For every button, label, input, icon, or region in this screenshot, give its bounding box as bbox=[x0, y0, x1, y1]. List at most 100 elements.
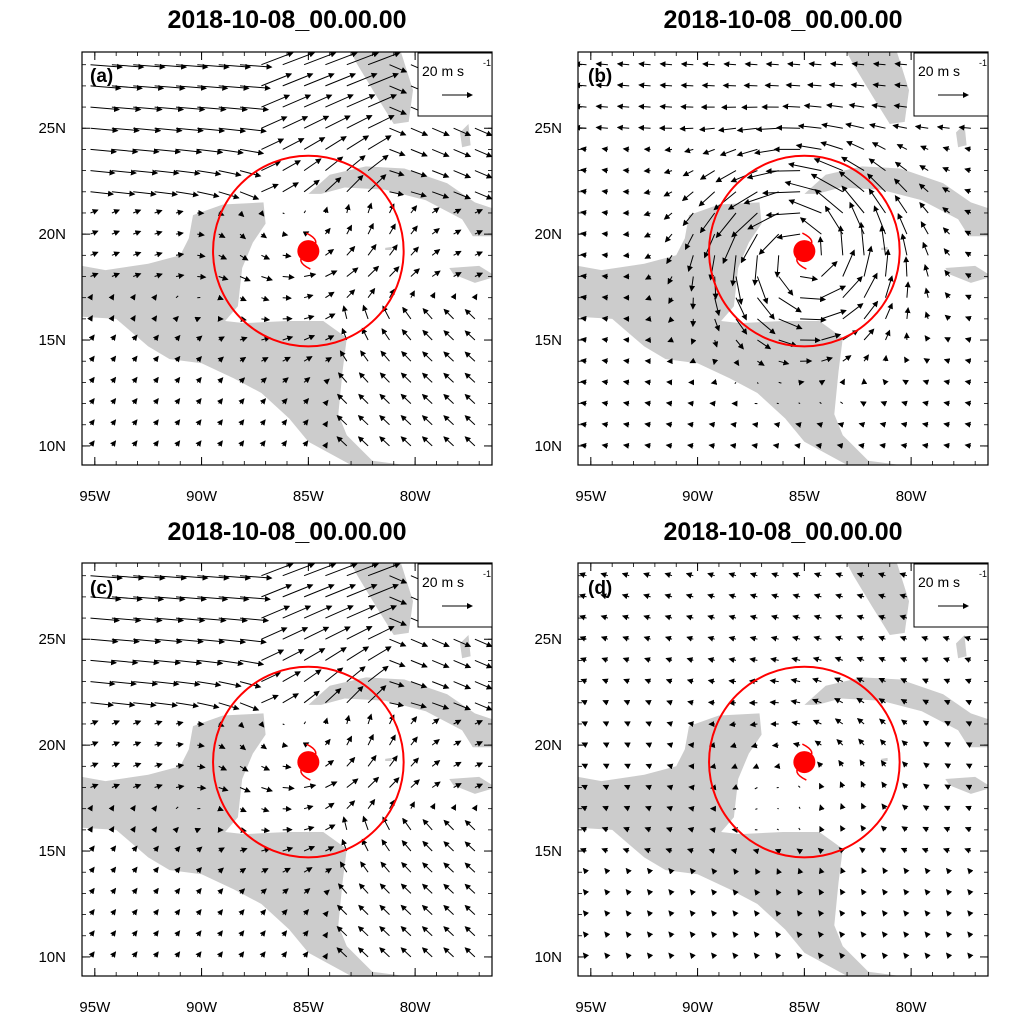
wind-vector bbox=[381, 839, 390, 852]
wind-vector bbox=[878, 635, 886, 642]
wind-vector bbox=[707, 593, 715, 600]
wind-vector bbox=[174, 419, 181, 426]
wind-vector bbox=[111, 720, 121, 726]
wind-vector bbox=[133, 169, 159, 176]
wind-vector bbox=[303, 583, 335, 598]
wind-vector bbox=[715, 212, 737, 239]
wind-vector bbox=[778, 381, 782, 384]
wind-vector bbox=[303, 563, 337, 577]
wind-vector bbox=[239, 617, 270, 624]
wind-vector bbox=[474, 191, 492, 200]
wind-vector bbox=[924, 287, 931, 298]
wind-vector bbox=[239, 336, 248, 343]
wind-vector bbox=[776, 124, 801, 131]
wind-vector bbox=[325, 94, 354, 108]
wind-vector bbox=[389, 638, 407, 647]
wind-vector bbox=[638, 61, 651, 68]
wind-vector bbox=[921, 678, 929, 684]
wind-vector bbox=[474, 251, 484, 257]
wind-vector bbox=[922, 805, 930, 812]
wind-vector bbox=[643, 232, 651, 238]
wind-vector bbox=[323, 889, 330, 896]
land-mass bbox=[385, 246, 392, 250]
wind-vector bbox=[813, 158, 843, 172]
wind-vector bbox=[730, 421, 737, 428]
wind-vector bbox=[856, 635, 865, 642]
wind-vector bbox=[389, 244, 398, 256]
wind-vector bbox=[707, 635, 715, 642]
wind-vector bbox=[195, 419, 202, 426]
wind-vector bbox=[303, 137, 326, 150]
wind-vector bbox=[216, 419, 223, 426]
wind-vector bbox=[239, 356, 247, 363]
wind-vector bbox=[325, 115, 351, 129]
wind-vector bbox=[261, 694, 279, 704]
wind-vector bbox=[646, 889, 654, 896]
land-mass bbox=[350, 563, 413, 635]
wind-vector bbox=[755, 808, 758, 810]
wind-vector bbox=[443, 819, 454, 831]
wind-vector bbox=[367, 776, 380, 788]
wind-vector bbox=[600, 593, 609, 600]
wind-vector bbox=[90, 106, 120, 113]
wind-vector bbox=[964, 657, 972, 663]
wind-vector bbox=[711, 952, 718, 960]
wind-vector bbox=[110, 419, 117, 426]
wind-vector bbox=[325, 605, 354, 619]
wind-vector bbox=[261, 765, 271, 771]
wind-vector bbox=[922, 241, 929, 256]
wind-vector bbox=[756, 276, 769, 305]
wind-vector bbox=[747, 212, 779, 230]
wind-vector bbox=[282, 252, 292, 259]
wind-vector bbox=[774, 848, 782, 855]
wind-vector bbox=[944, 337, 951, 343]
wind-vector bbox=[108, 804, 115, 812]
wind-vector bbox=[665, 826, 673, 833]
wind-vector bbox=[133, 701, 157, 708]
wind-vector bbox=[474, 783, 484, 789]
wind-vector bbox=[281, 742, 289, 748]
wind-vector bbox=[942, 847, 950, 854]
wind-vector bbox=[261, 94, 291, 108]
wind-vector bbox=[154, 701, 178, 708]
wind-vector bbox=[261, 672, 282, 683]
wind-vector bbox=[643, 189, 651, 195]
wind-vector bbox=[580, 400, 587, 407]
wind-vector bbox=[964, 337, 972, 343]
x-tick-label: 80W bbox=[400, 488, 432, 505]
y-tick-label: 20N bbox=[38, 737, 66, 754]
wind-vector bbox=[464, 309, 476, 320]
wind-vector bbox=[894, 161, 908, 172]
wind-vector bbox=[218, 254, 228, 260]
wind-vector bbox=[133, 127, 162, 134]
wind-vector bbox=[730, 848, 738, 855]
wind-vector bbox=[421, 883, 433, 894]
wind-vector bbox=[302, 742, 310, 748]
ref-vector-exponent: -1 bbox=[979, 58, 987, 68]
x-tick-label: 90W bbox=[186, 488, 218, 505]
wind-vector bbox=[421, 393, 433, 404]
wind-vector bbox=[712, 339, 719, 348]
wind-vector bbox=[175, 84, 207, 91]
wind-vector bbox=[453, 208, 462, 215]
wind-vector bbox=[341, 816, 348, 831]
wind-vector bbox=[303, 605, 333, 619]
wind-vector bbox=[644, 253, 652, 259]
wind-vector bbox=[859, 847, 866, 854]
wind-vector bbox=[733, 359, 740, 367]
wind-vector bbox=[260, 377, 267, 384]
wind-vector bbox=[800, 275, 819, 282]
wind-vector bbox=[821, 309, 847, 320]
x-tick-label: 95W bbox=[575, 488, 607, 505]
wind-vector bbox=[346, 756, 356, 767]
wind-vector bbox=[325, 249, 335, 256]
wind-vector bbox=[711, 868, 718, 875]
wind-vector bbox=[921, 657, 929, 663]
wind-vector bbox=[839, 378, 845, 386]
wind-vector bbox=[707, 699, 715, 706]
wind-vector bbox=[464, 393, 476, 404]
wind-vector bbox=[965, 742, 973, 748]
wind-vector bbox=[239, 127, 267, 134]
wind-vector bbox=[965, 700, 973, 706]
wind-vector bbox=[110, 908, 117, 916]
